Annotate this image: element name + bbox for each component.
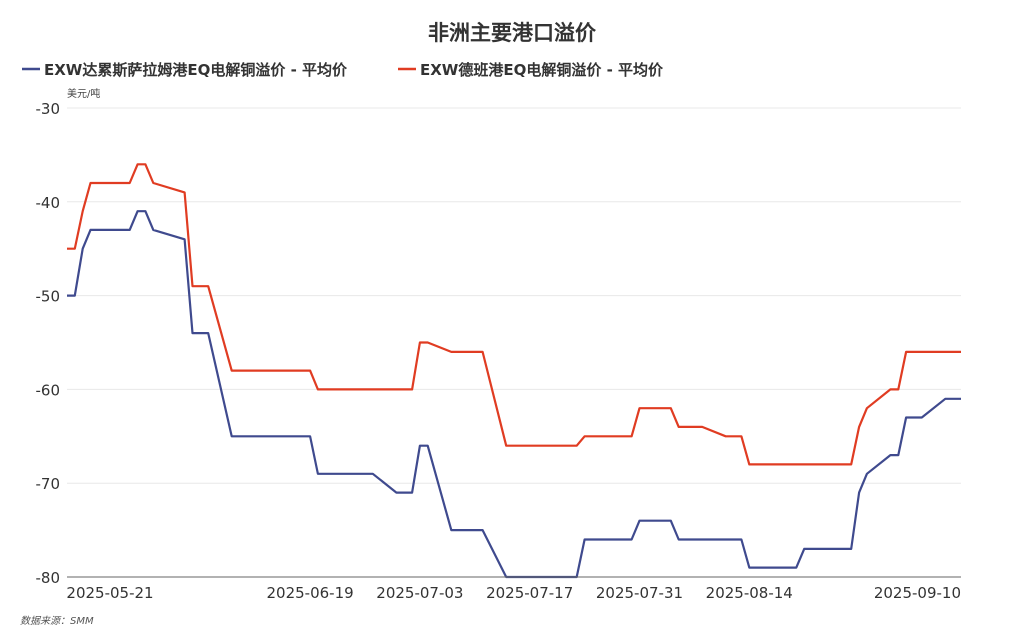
- series-lines: [67, 163, 961, 579]
- y-tick-label: -80: [36, 569, 61, 587]
- y-tick-label: -60: [36, 381, 61, 399]
- y-tick-label: -40: [36, 194, 61, 212]
- legend-item-dar-es-salaam[interactable]: EXW达累斯萨拉姆港EQ电解铜溢价 - 平均价: [22, 61, 348, 79]
- legend-item-durban[interactable]: EXW德班港EQ电解铜溢价 - 平均价: [398, 61, 664, 79]
- x-tick-label: 2025-06-19: [267, 584, 354, 602]
- x-tick-label: 2025-07-03: [376, 584, 463, 602]
- grid: [67, 107, 961, 484]
- y-tick-label: -30: [36, 100, 61, 118]
- y-tick-label: -50: [36, 288, 61, 306]
- x-tick-label: 2025-07-31: [596, 584, 683, 602]
- x-tick-label: 2025-07-17: [486, 584, 573, 602]
- x-tick-label: 2025-08-14: [706, 584, 793, 602]
- x-tick-label: 2025-05-21: [66, 584, 153, 602]
- y-axis-unit: 美元/吨: [67, 87, 100, 100]
- y-tick-label: -70: [36, 475, 61, 493]
- data-source: 数据来源：SMM: [20, 615, 94, 627]
- chart-title: 非洲主要港口溢价: [428, 21, 597, 45]
- legend-label-dar-es-salaam: EXW达累斯萨拉姆港EQ电解铜溢价 - 平均价: [44, 61, 348, 79]
- x-tick-label: 2025-09-10: [874, 584, 961, 602]
- legend[interactable]: EXW达累斯萨拉姆港EQ电解铜溢价 - 平均价 EXW德班港EQ电解铜溢价 - …: [22, 61, 664, 79]
- x-axis-ticks: 2025-05-21 2025-06-19 2025-07-03 2025-07-17…: [66, 584, 961, 602]
- series-line-dar-es-salaam[interactable]: [67, 210, 961, 579]
- series-line-durban[interactable]: [67, 163, 961, 466]
- legend-label-durban: EXW德班港EQ电解铜溢价 - 平均价: [420, 61, 664, 79]
- y-axis-ticks: -30 -40 -50 -60 -70 -80: [36, 100, 61, 587]
